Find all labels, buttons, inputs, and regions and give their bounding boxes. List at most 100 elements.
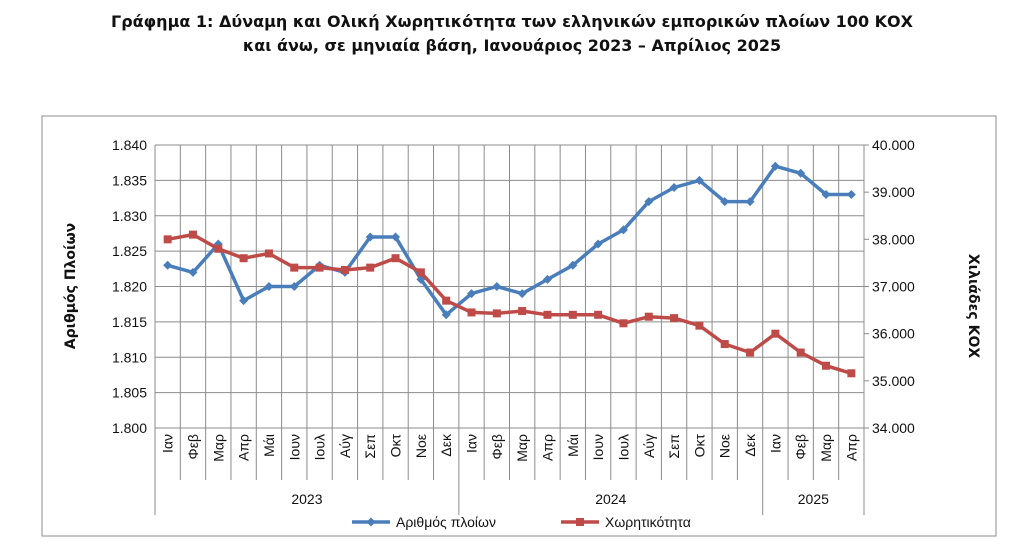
x-tick-label: Ιουλ [312, 434, 328, 460]
x-tick-label: Οκτ [388, 434, 404, 458]
x-tick-label: Φεβ [489, 434, 505, 459]
data-point [442, 296, 451, 305]
data-point [366, 263, 375, 272]
data-point [340, 265, 349, 274]
series-line-1 [167, 164, 852, 317]
data-point [720, 340, 729, 349]
axes: 1.840 1.835 1.830 1.825 1.820 1.815 1.810 1.805… [112, 137, 915, 515]
data-point [239, 296, 249, 306]
y-right-tick-label: 37.000 [872, 279, 915, 295]
data-point [416, 268, 425, 277]
data-point [391, 254, 400, 263]
x-tick-label: Μαρ [210, 434, 226, 462]
data-point [391, 232, 401, 242]
x-tick-label: Ιαν [464, 434, 480, 453]
series-line-2 [167, 232, 852, 375]
data-point [568, 310, 577, 319]
y-right-tick-label: 38.000 [872, 231, 915, 247]
data-point [492, 282, 502, 291]
data-point [214, 244, 223, 253]
x-tick-label: Νοε [413, 434, 429, 458]
data-point [619, 319, 628, 328]
data-point [163, 235, 172, 244]
data-point [847, 369, 856, 378]
data-point [670, 314, 679, 323]
data-point [644, 312, 653, 321]
data-point [770, 161, 780, 171]
legend-swatch-marker [576, 518, 584, 526]
x-tick-label: Φεβ [793, 434, 809, 459]
y-left-tick-label: 1.820 [112, 279, 147, 295]
y-left-tick-label: 1.815 [112, 314, 147, 330]
legend-swatch-marker [366, 517, 376, 527]
x-tick-label: Αύγ [641, 434, 657, 458]
y-left-tick-label: 1.840 [112, 137, 147, 153]
data-point [695, 321, 704, 330]
x-tick-label: Αύγ [337, 434, 353, 458]
y-left-tick-label: 1.800 [112, 420, 147, 436]
x-tick-label: Μάι [261, 434, 277, 457]
legend-label: Χωρητικότητα [605, 514, 691, 530]
y-left-tick-label: 1.825 [112, 243, 147, 259]
data-point [593, 239, 603, 249]
x-tick-label: Απρ [539, 434, 555, 461]
x-tick-label: Σεπ [666, 434, 682, 459]
x-tick-label: Ιαν [160, 434, 176, 453]
y-left-tick-label: 1.805 [112, 385, 147, 401]
data-point [796, 168, 806, 178]
x-tick-label: Δεκ [742, 433, 758, 457]
year-label: 2024 [595, 491, 626, 507]
data-point [594, 310, 603, 319]
data-point [846, 190, 856, 200]
x-tick-label: Σεπ [362, 434, 378, 459]
chart-title: Γράφημα 1: Δύναμη και Ολική Χωρητικότητα… [0, 10, 1024, 58]
data-point [694, 175, 704, 185]
series [163, 161, 856, 378]
y-left-tick-label: 1.835 [112, 172, 147, 188]
x-tick-label: Ιουν [286, 434, 302, 460]
x-tick-label: Απρ [236, 434, 252, 461]
data-point [720, 197, 730, 207]
data-point [746, 348, 755, 357]
data-point [492, 309, 501, 318]
x-tick-label: Δεκ [438, 433, 454, 457]
legend-label: Αριθμός πλοίων [396, 514, 496, 530]
chart-title-line-1: Γράφημα 1: Δύναμη και Ολική Χωρητικότητα… [111, 12, 913, 31]
chart-title-line-2: και άνω, σε μηνιαία βάση, Ιανουάριος 202… [242, 36, 782, 55]
x-tick-label: Νοε [717, 434, 733, 458]
y-axis-right-label: Χιλιάδες ΚΟΧ [965, 254, 981, 359]
data-point [467, 289, 477, 299]
y-right-tick-label: 34.000 [872, 420, 915, 436]
data-point [822, 361, 831, 370]
data-point [289, 282, 299, 291]
x-tick-label: Απρ [843, 434, 859, 461]
data-point [365, 232, 375, 242]
chart-frame [41, 115, 997, 537]
x-tick-label: Μαρ [514, 434, 530, 462]
x-tick-label: Ιαν [767, 434, 783, 453]
x-tick-label: Ιουλ [615, 434, 631, 460]
data-point [517, 289, 527, 299]
y-right-tick-label: 39.000 [872, 184, 915, 200]
x-tick-label: Μάι [565, 434, 581, 457]
x-tick-label: Μαρ [818, 434, 834, 462]
data-point [518, 307, 527, 316]
data-point [264, 249, 273, 258]
y-axis-left-label: Αριθμός Πλοίων [63, 223, 79, 349]
data-point [745, 197, 755, 207]
data-point [618, 225, 628, 235]
y-left-tick-label: 1.830 [112, 208, 147, 224]
data-point [315, 263, 324, 272]
data-point [543, 310, 552, 319]
data-point [669, 182, 679, 192]
data-point [188, 267, 198, 277]
data-point [163, 260, 173, 270]
x-tick-label: Οκτ [691, 434, 707, 458]
data-point [264, 282, 274, 291]
data-point [542, 274, 552, 284]
data-point [796, 348, 805, 357]
data-point [290, 263, 299, 272]
x-tick-label: Φεβ [185, 434, 201, 459]
data-point [441, 310, 451, 320]
